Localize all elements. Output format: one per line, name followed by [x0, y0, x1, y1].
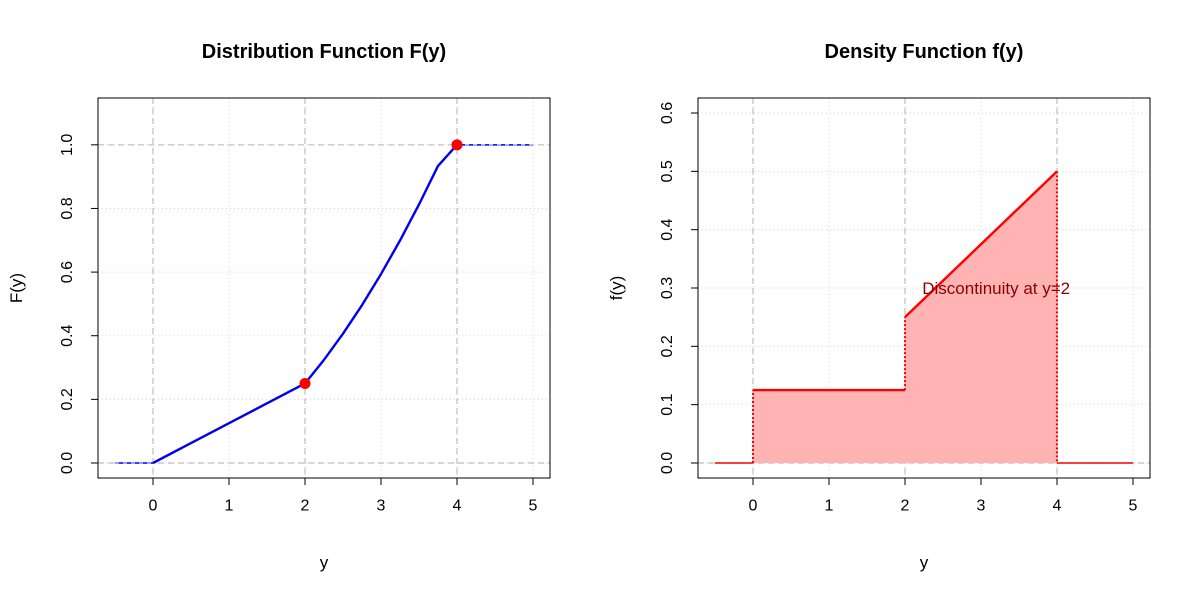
x-tick-label: 5 — [1129, 497, 1138, 514]
data-points — [299, 139, 463, 389]
y-tick-label: 0.3 — [659, 277, 676, 299]
y-tick-label: 0.6 — [59, 261, 76, 283]
y-tick-label: 0.0 — [659, 452, 676, 474]
y-tick-label: 0.1 — [659, 393, 676, 415]
y-ticks: 0.0 0.2 0.4 0.6 0.8 1.0 — [59, 134, 98, 474]
area-fills — [753, 171, 1057, 464]
series-lines — [715, 170, 1133, 464]
x-axis-label: y — [320, 553, 329, 572]
y-tick-label: 0.8 — [59, 197, 76, 219]
reference-lines — [98, 98, 550, 478]
y-tick-label: 0.2 — [659, 335, 676, 357]
x-tick-label: 0 — [149, 497, 158, 514]
highlight-point — [451, 139, 463, 151]
x-tick-label: 2 — [901, 497, 910, 514]
x-tick-label: 5 — [529, 497, 538, 514]
y-axis-label: f(y) — [607, 276, 626, 301]
x-ticks: 0 1 2 3 4 5 — [149, 478, 538, 514]
y-tick-label: 0.6 — [659, 102, 676, 124]
y-axis-label: F(y) — [7, 273, 26, 303]
chart-title: Density Function f(y) — [825, 41, 1024, 63]
y-tick-label: 0.0 — [59, 452, 76, 474]
x-tick-label: 0 — [749, 497, 758, 514]
x-ticks: 0 1 2 3 4 5 — [749, 478, 1138, 514]
y-ticks: 0.0 0.1 0.2 0.3 0.4 0.5 0.6 — [659, 102, 698, 474]
density-area-fill — [753, 390, 905, 463]
x-tick-label: 2 — [301, 497, 310, 514]
series-line — [152, 382, 306, 465]
y-tick-label: 0.4 — [659, 218, 676, 240]
x-tick-label: 4 — [453, 497, 462, 514]
density-area-fill — [905, 171, 1057, 464]
grid-lines — [98, 98, 550, 478]
density-panel: 0 1 2 3 4 5 0.0 0.1 0.2 0.3 0.4 0.5 0.6 Density Fun… — [607, 41, 1151, 572]
series-line — [304, 144, 458, 385]
series-lines — [115, 144, 533, 465]
plot-frame — [97, 97, 551, 479]
x-tick-label: 4 — [1053, 497, 1062, 514]
discontinuity-annotation: Discontinuity at y=2 — [922, 279, 1070, 298]
x-tick-label: 1 — [825, 497, 834, 514]
x-tick-label: 1 — [225, 497, 234, 514]
x-tick-label: 3 — [977, 497, 986, 514]
y-tick-label: 1.0 — [59, 134, 76, 156]
y-tick-label: 0.2 — [59, 388, 76, 410]
x-axis-label: y — [920, 553, 929, 572]
y-tick-label: 0.5 — [659, 160, 676, 182]
chart-title: Distribution Function F(y) — [202, 41, 446, 63]
distribution-panel: 0 1 2 3 4 5 0.0 0.2 0.4 0.6 0.8 1.0 Distribution F… — [7, 41, 551, 572]
y-tick-label: 0.4 — [59, 325, 76, 347]
x-tick-label: 3 — [377, 497, 386, 514]
highlight-point — [299, 377, 311, 389]
series-line — [904, 170, 1058, 319]
plot-frame — [697, 97, 1151, 479]
